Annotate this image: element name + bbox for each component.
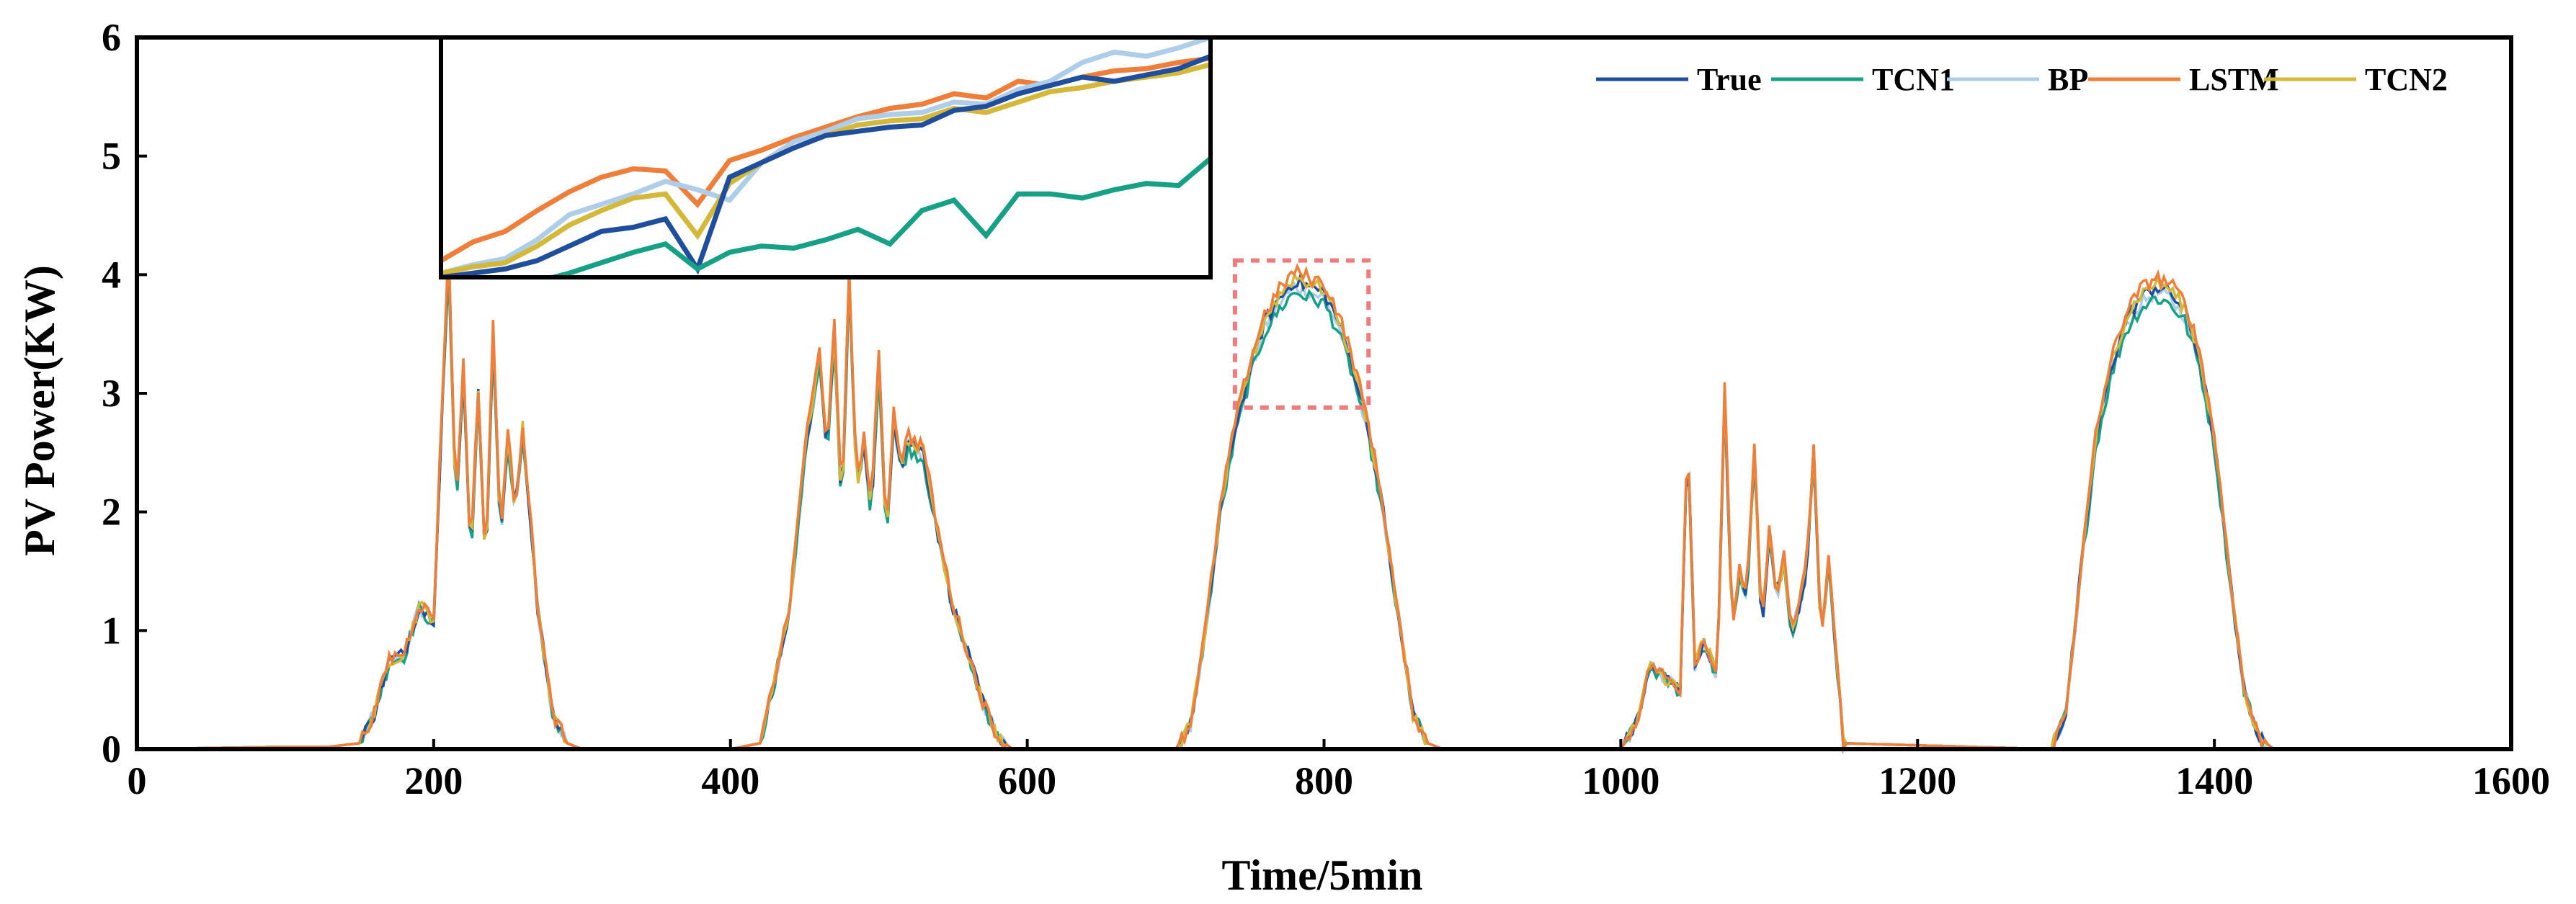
legend-item-true: True (1596, 62, 1762, 97)
x-tick-label: 0 (128, 759, 147, 802)
y-tick-label: 3 (102, 372, 121, 415)
x-tick-label: 1400 (2175, 759, 2253, 802)
inset-line-bp (441, 37, 1211, 276)
legend-item-bp: BP (1947, 62, 2088, 97)
legend-label: TCN2 (2365, 62, 2448, 97)
inset-line-true (441, 53, 1211, 277)
y-tick-label: 4 (102, 253, 121, 296)
x-tick-label: 1600 (2472, 759, 2550, 802)
x-tick-label: 200 (404, 759, 463, 802)
y-axis-label: PV Power(KW) (16, 265, 63, 556)
y-tick-label: 6 (102, 16, 121, 59)
y-tick-label: 1 (102, 609, 121, 652)
inset-line-tcn1 (543, 156, 1211, 277)
y-tick-label: 0 (102, 728, 121, 771)
legend-label: TCN1 (1872, 62, 1955, 97)
x-tick-label: 1000 (1582, 759, 1659, 802)
x-tick-label: 600 (998, 759, 1056, 802)
x-tick-label: 800 (1295, 759, 1353, 802)
legend-item-tcn2: TCN2 (2264, 62, 2448, 97)
series-line-lstm (136, 238, 2511, 754)
legend-label: BP (2048, 62, 2088, 97)
y-tick-label: 2 (102, 491, 121, 534)
zoom-highlight-box (1232, 258, 1371, 410)
legend-item-lstm: LSTM (2088, 62, 2279, 97)
x-tick-label: 400 (701, 759, 759, 802)
x-axis-label: Time/5min (1222, 851, 1423, 899)
x-tick-label: 1200 (1878, 759, 1956, 802)
legend-item-tcn1: TCN1 (1771, 62, 1955, 97)
legend-label: LSTM (2189, 62, 2279, 97)
y-tick-label: 5 (102, 135, 121, 178)
legend-label: True (1697, 62, 1762, 97)
